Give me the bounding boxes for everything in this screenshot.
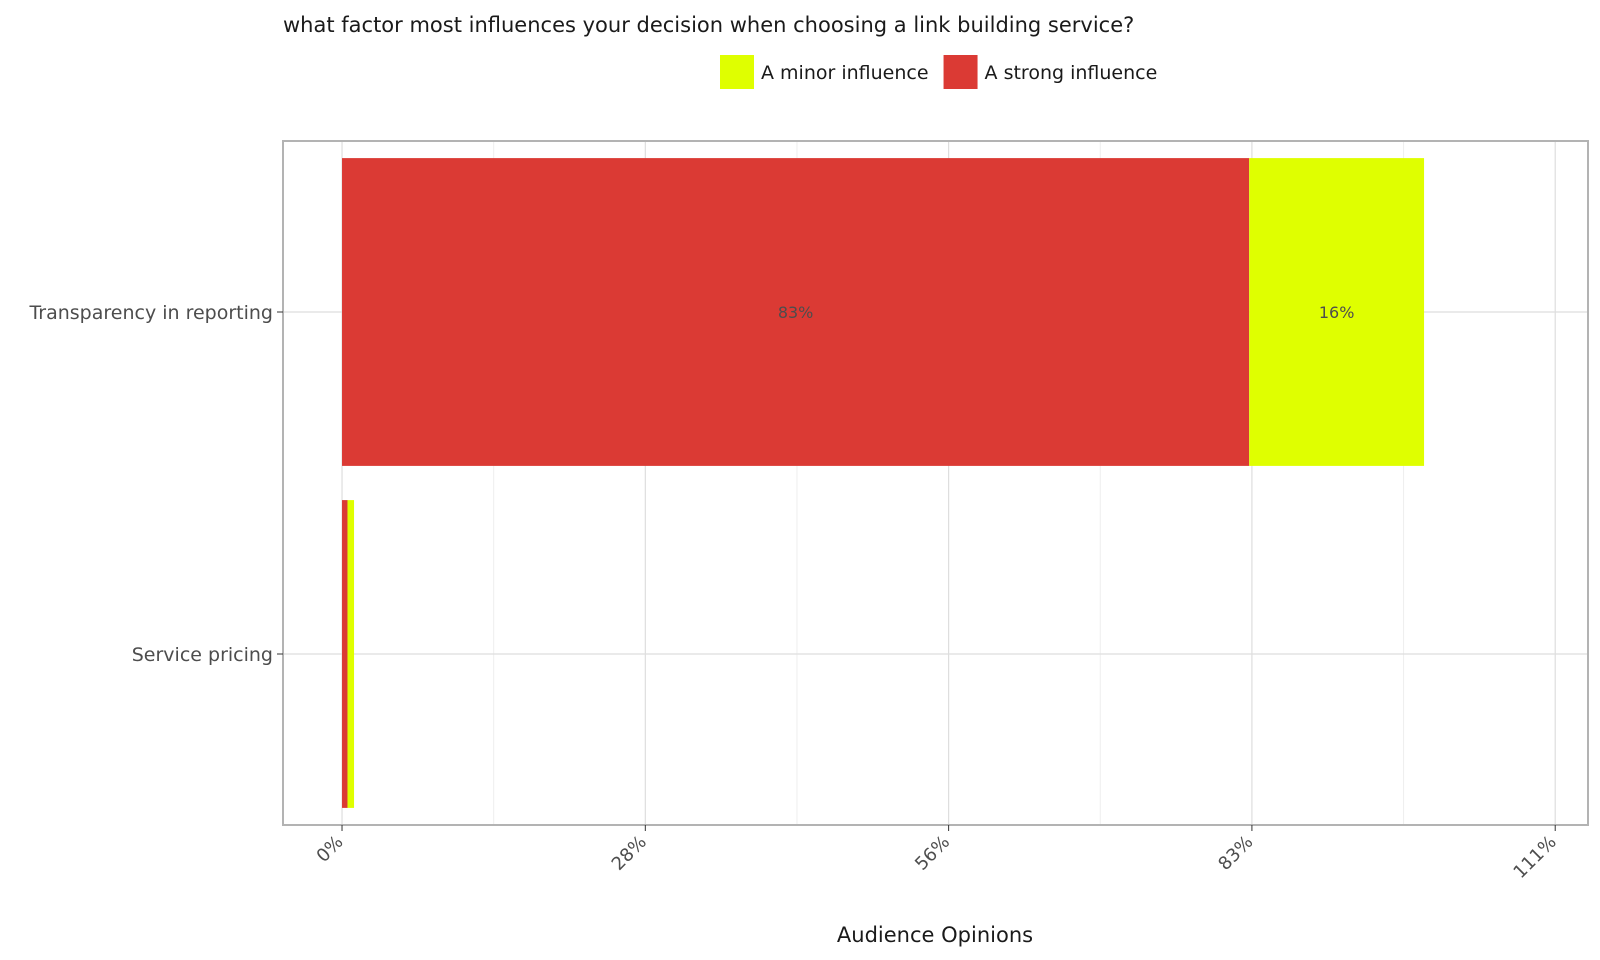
data-label-a-minor-influence-transparency-in-reporting: 16% bbox=[1319, 303, 1355, 322]
bar-a-strong-influence-service-pricing bbox=[342, 500, 348, 808]
x-tick-label: 111% bbox=[1510, 832, 1561, 883]
bar-a-minor-influence-service-pricing bbox=[347, 500, 355, 808]
x-axis: 0% 28% 56% 83% 111% bbox=[313, 825, 1561, 883]
legend-label-a-strong-influence: A strong influence bbox=[985, 62, 1158, 84]
chart-title: what factor most influences your decisio… bbox=[283, 13, 1134, 37]
data-labels: 83% 16% bbox=[778, 303, 1355, 322]
x-tick-label: 28% bbox=[608, 832, 651, 875]
legend-swatch-a-strong-influence bbox=[943, 55, 978, 89]
legend-label-a-minor-influence: A minor influence bbox=[761, 62, 929, 84]
y-tick-label-transparency-in-reporting: Transparency in reporting bbox=[28, 302, 273, 324]
x-tick-label: 0% bbox=[313, 832, 348, 867]
x-tick-label: 83% bbox=[1214, 832, 1257, 875]
bar-a-strong-influence-transparency-in-reporting bbox=[342, 158, 1250, 466]
data-label-a-strong-influence-transparency-in-reporting: 83% bbox=[778, 303, 814, 322]
y-axis: Transparency in reporting Service pricing bbox=[28, 302, 283, 666]
y-tick-label-service-pricing: Service pricing bbox=[132, 644, 273, 666]
legend: A minor influence A strong influence bbox=[720, 55, 1157, 89]
legend-swatch-a-minor-influence bbox=[720, 55, 754, 89]
bars bbox=[342, 158, 1425, 808]
x-axis-title: Audience Opinions bbox=[837, 923, 1033, 947]
x-tick-label: 56% bbox=[911, 832, 954, 875]
bar-a-minor-influence-transparency-in-reporting bbox=[1249, 158, 1425, 466]
plot-border bbox=[282, 140, 1589, 826]
